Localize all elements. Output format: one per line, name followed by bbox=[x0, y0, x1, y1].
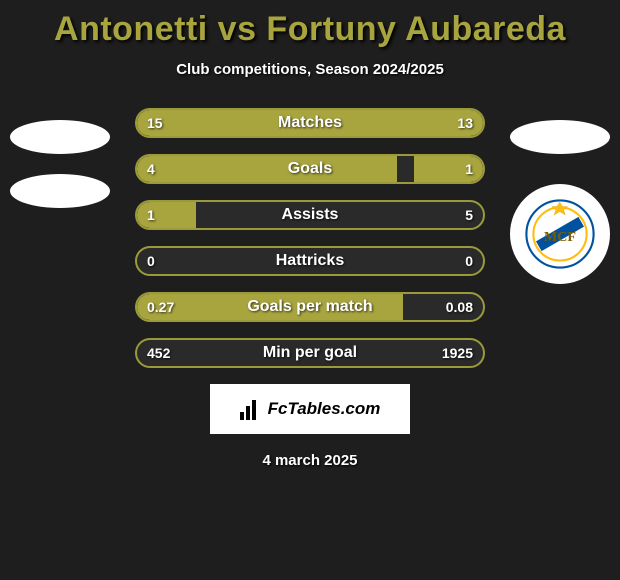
crest-icon: MCF bbox=[525, 199, 595, 269]
stat-label: Min per goal bbox=[137, 340, 483, 366]
club-badge-placeholder bbox=[510, 120, 610, 154]
comparison-bars: 15 Matches 13 4 Goals 1 1 Assists 5 0 Ha… bbox=[135, 108, 485, 368]
page-title: Antonetti vs Fortuny Aubareda bbox=[0, 0, 620, 49]
logo-text: FcTables.com bbox=[268, 399, 381, 419]
club-badge-placeholder bbox=[10, 120, 110, 154]
stat-row-hattricks: 0 Hattricks 0 bbox=[135, 246, 485, 276]
bar-chart-icon bbox=[240, 398, 262, 420]
stat-label: Assists bbox=[137, 202, 483, 228]
stat-value-right: 5 bbox=[465, 202, 473, 228]
stat-value-right: 13 bbox=[457, 110, 473, 136]
stat-value-right: 0.08 bbox=[446, 294, 473, 320]
stat-label: Goals bbox=[137, 156, 483, 182]
stat-row-goals: 4 Goals 1 bbox=[135, 154, 485, 184]
fctables-logo: FcTables.com bbox=[210, 384, 410, 434]
left-player-badges bbox=[10, 120, 110, 228]
stat-value-right: 1925 bbox=[442, 340, 473, 366]
svg-text:MCF: MCF bbox=[544, 230, 576, 245]
stat-row-goals-per-match: 0.27 Goals per match 0.08 bbox=[135, 292, 485, 322]
subtitle: Club competitions, Season 2024/2025 bbox=[0, 61, 620, 78]
stat-row-matches: 15 Matches 13 bbox=[135, 108, 485, 138]
stat-value-right: 0 bbox=[465, 248, 473, 274]
stat-label: Hattricks bbox=[137, 248, 483, 274]
stat-row-assists: 1 Assists 5 bbox=[135, 200, 485, 230]
real-madrid-crest: MCF bbox=[510, 184, 610, 284]
footer-date: 4 march 2025 bbox=[0, 452, 620, 469]
stat-row-min-per-goal: 452 Min per goal 1925 bbox=[135, 338, 485, 368]
right-player-badges: MCF bbox=[510, 120, 610, 284]
club-badge-placeholder bbox=[10, 174, 110, 208]
stat-value-right: 1 bbox=[465, 156, 473, 182]
stat-label: Goals per match bbox=[137, 294, 483, 320]
stat-label: Matches bbox=[137, 110, 483, 136]
